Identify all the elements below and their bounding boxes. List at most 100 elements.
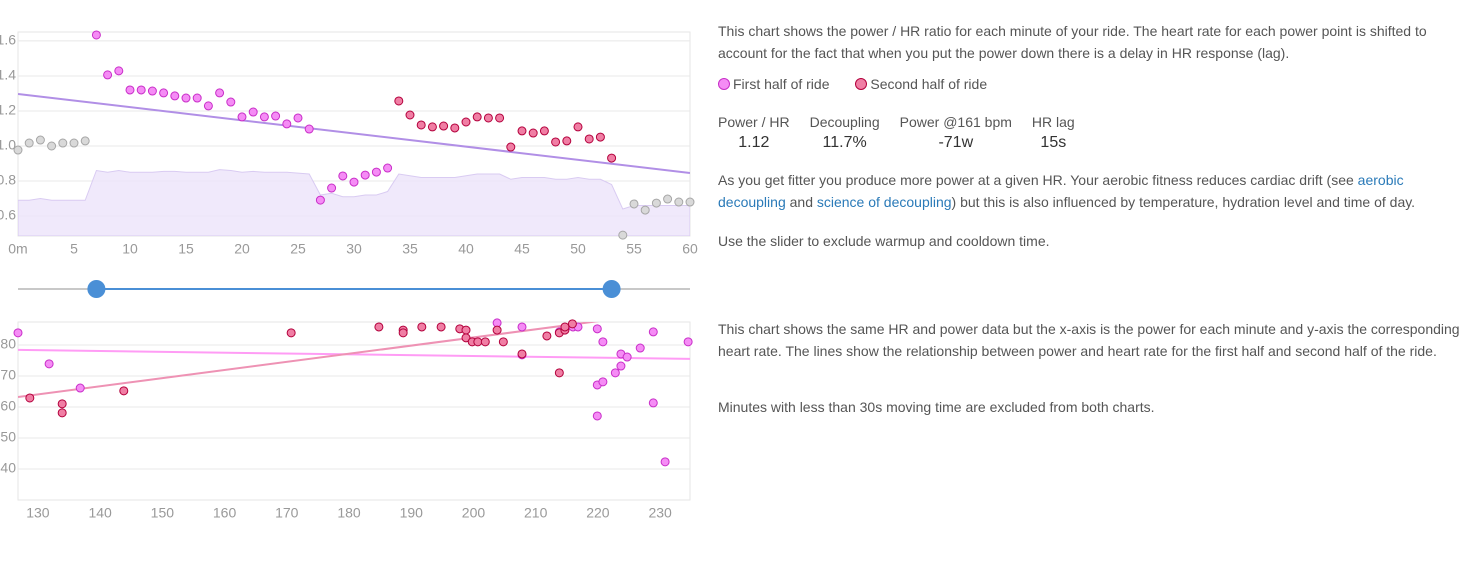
point <box>554 368 564 378</box>
point <box>282 119 292 129</box>
point <box>13 145 23 155</box>
point <box>595 132 605 142</box>
y-tick-label: 160 <box>0 398 16 414</box>
plot-area <box>18 322 690 399</box>
x-tick-label: 0m <box>8 241 27 257</box>
y-tick-label: 1.0 <box>0 137 16 153</box>
x-tick-label: 160 <box>213 505 237 521</box>
trend-line <box>18 322 600 399</box>
point <box>648 327 658 337</box>
point <box>573 122 583 132</box>
x-tick-label: 200 <box>462 505 486 521</box>
point <box>551 137 561 147</box>
point <box>327 183 337 193</box>
point <box>635 343 645 353</box>
point <box>383 163 393 173</box>
x-tick-label: 210 <box>524 505 548 521</box>
stat-value: 11.7% <box>822 134 867 151</box>
legend-item: First half of ride <box>718 76 829 92</box>
point <box>91 30 101 40</box>
point <box>592 411 602 421</box>
point <box>75 383 85 393</box>
x-tick-label: 170 <box>275 505 299 521</box>
point <box>517 349 527 359</box>
point <box>517 126 527 136</box>
legend-marker <box>718 78 730 90</box>
scatter-intro: This chart shows the same HR and power d… <box>718 321 1460 359</box>
link[interactable]: aerobic decoupling <box>718 172 1404 210</box>
point <box>528 128 538 138</box>
point <box>271 111 281 121</box>
point <box>69 138 79 148</box>
point <box>259 112 269 122</box>
stat-value: 1.12 <box>738 134 770 151</box>
point <box>607 153 617 163</box>
text: As you get fitter you produce more power… <box>718 172 1358 188</box>
text: ) but this is also influenced by tempera… <box>951 194 1416 210</box>
point <box>47 141 57 151</box>
point <box>506 142 516 152</box>
stat: Decoupling 11.7% <box>810 114 880 152</box>
point <box>416 120 426 130</box>
slider-handle[interactable] <box>602 280 621 298</box>
point <box>24 138 34 148</box>
legend-label: First half of ride <box>733 76 830 92</box>
point <box>286 328 296 338</box>
text: and <box>785 194 817 210</box>
point <box>495 113 505 123</box>
point <box>618 230 628 240</box>
hr-area <box>18 169 690 236</box>
point <box>57 408 67 418</box>
point <box>119 386 129 396</box>
point <box>472 112 482 122</box>
legend: First half of ride Second half of ride <box>718 76 1009 93</box>
legend-item: Second half of ride <box>855 76 987 92</box>
x-tick-label: 35 <box>402 241 418 257</box>
plot-area <box>18 92 690 236</box>
stat-value: 15s <box>1040 134 1067 151</box>
slider-handle[interactable] <box>87 280 106 298</box>
point <box>598 337 608 347</box>
point <box>439 121 449 131</box>
point <box>539 126 549 136</box>
point <box>584 134 594 144</box>
point <box>371 167 381 177</box>
x-tick-label: 150 <box>151 505 175 521</box>
point <box>492 325 502 335</box>
point <box>592 324 602 334</box>
stat-label: Power @161 bpm <box>899 114 1012 130</box>
point <box>35 135 45 145</box>
legend-marker <box>855 78 868 90</box>
x-tick-label: 10 <box>122 241 138 257</box>
point <box>517 322 527 332</box>
point <box>237 112 247 122</box>
point <box>360 170 370 180</box>
point <box>461 117 471 127</box>
point <box>136 85 146 95</box>
x-tick-label: 50 <box>570 241 586 257</box>
point <box>648 398 658 408</box>
point <box>560 322 570 332</box>
point <box>685 197 695 207</box>
stat-label: HR lag <box>1031 114 1075 130</box>
y-tick-label: 1.2 <box>0 102 16 118</box>
point <box>461 333 471 343</box>
point <box>25 393 35 403</box>
point <box>170 91 180 101</box>
point <box>44 359 54 369</box>
point <box>293 113 303 123</box>
y-tick-label: 180 <box>0 336 16 352</box>
legend-label: Second half of ride <box>870 76 988 92</box>
link[interactable]: science of decoupling <box>816 194 952 210</box>
point <box>616 361 626 371</box>
x-tick-label: 230 <box>648 505 672 521</box>
x-tick-label: 190 <box>400 505 424 521</box>
slider-note: Use the slider to exclude warmup and coo… <box>718 233 1050 249</box>
point <box>480 337 490 347</box>
x-tick-label: 130 <box>26 505 50 521</box>
point <box>57 399 67 409</box>
stat: HR lag 15s <box>1032 114 1075 152</box>
x-tick-label: 60 <box>682 241 698 257</box>
point <box>651 198 661 208</box>
point <box>159 88 169 98</box>
